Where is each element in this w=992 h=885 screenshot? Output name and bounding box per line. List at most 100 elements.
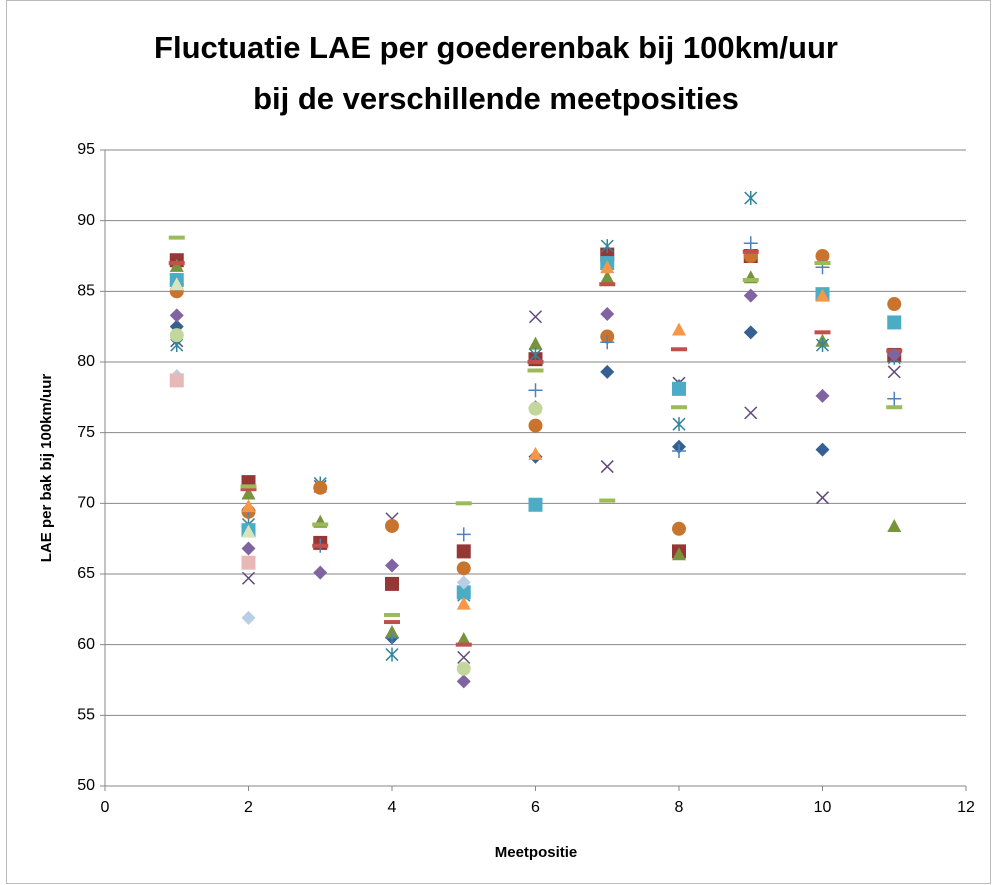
plus-marker — [672, 444, 686, 459]
y-tick-label: 70 — [77, 495, 95, 512]
star-marker — [528, 347, 543, 362]
diamond-marker — [456, 575, 471, 590]
square-marker — [169, 373, 184, 388]
dash-marker — [814, 330, 831, 335]
triangle-marker — [241, 486, 256, 500]
dash-marker — [384, 620, 400, 625]
dash-marker — [671, 347, 687, 352]
square-marker — [385, 576, 399, 591]
diamond-marker — [815, 442, 830, 457]
triangle-marker — [169, 277, 184, 291]
dash-marker — [168, 261, 185, 266]
plus-marker — [528, 383, 543, 398]
diamond-marker — [887, 347, 902, 362]
triangle-marker — [600, 260, 615, 274]
dash-marker — [886, 405, 903, 410]
triangle-marker — [600, 270, 615, 284]
circle-marker — [169, 328, 184, 343]
dash-marker — [742, 278, 759, 283]
diamond-marker — [815, 388, 830, 403]
dash-marker — [384, 612, 400, 617]
triangle-marker — [241, 524, 256, 538]
triangle-marker — [887, 518, 902, 532]
x-marker — [600, 460, 614, 474]
diamond-marker — [169, 308, 184, 323]
star-marker — [744, 191, 758, 206]
triangle-marker — [528, 446, 543, 460]
triangle-marker — [815, 288, 830, 302]
square-marker — [456, 585, 471, 600]
y-tick-label: 85 — [77, 283, 95, 300]
dash-marker — [527, 360, 544, 364]
dash-marker — [240, 484, 257, 489]
diamond-marker — [313, 565, 328, 580]
triangle-marker — [528, 336, 543, 350]
plus-marker — [887, 391, 902, 406]
dash-marker — [814, 261, 831, 266]
x-tick-label: 8 — [675, 799, 684, 816]
y-tick-label: 90 — [77, 212, 95, 229]
star-marker — [672, 417, 686, 432]
dash-marker — [312, 543, 329, 548]
y-axis-title: LAE per bak bij 100km/uur — [38, 374, 55, 563]
square-marker — [456, 544, 471, 559]
circle-marker — [313, 480, 328, 495]
circle-marker — [815, 249, 830, 263]
circle-marker — [456, 561, 471, 576]
circle-marker — [528, 401, 543, 416]
y-tick-label: 60 — [77, 636, 95, 653]
x-marker — [887, 365, 901, 379]
square-marker — [672, 381, 686, 396]
x-marker — [528, 310, 543, 324]
y-tick-label: 55 — [77, 707, 95, 724]
dash-marker — [742, 249, 759, 254]
diamond-marker — [385, 558, 399, 573]
plus-marker — [456, 527, 471, 542]
circle-marker — [456, 661, 471, 676]
circle-marker — [672, 521, 686, 536]
x-tick-label: 6 — [531, 799, 540, 816]
dash-marker — [599, 282, 616, 287]
triangle-marker — [241, 499, 256, 513]
diamond-marker — [241, 541, 256, 556]
x-tick-label: 2 — [244, 799, 253, 816]
square-marker — [887, 315, 902, 330]
triangle-marker — [456, 632, 471, 646]
diamond-marker — [743, 288, 758, 303]
y-tick-label: 95 — [77, 141, 95, 158]
chart-title: bij de verschillende meetposities — [253, 81, 739, 116]
triangle-marker — [672, 547, 686, 561]
diamond-marker — [456, 674, 471, 689]
x-marker — [457, 650, 471, 664]
diamond-marker — [241, 610, 256, 625]
y-tick-label: 65 — [77, 565, 95, 582]
x-tick-label: 10 — [814, 799, 832, 816]
plus-marker — [385, 630, 399, 645]
star-marker — [815, 338, 830, 353]
chart-frame — [6, 0, 991, 884]
y-tick-label: 75 — [77, 424, 95, 441]
square-marker — [241, 555, 256, 570]
x-tick-label: 12 — [957, 799, 975, 816]
circle-marker — [887, 297, 902, 312]
diamond-marker — [600, 364, 615, 379]
dash-marker — [527, 368, 544, 373]
triangle-marker — [672, 322, 686, 336]
x-marker — [815, 491, 830, 505]
x-marker — [744, 406, 758, 420]
dash-marker — [312, 522, 329, 527]
y-tick-label: 80 — [77, 353, 95, 370]
square-marker — [528, 497, 543, 512]
dash-marker — [168, 235, 185, 240]
y-tick-label: 50 — [77, 777, 95, 794]
triangle-marker — [456, 596, 471, 610]
dash-marker — [240, 487, 257, 492]
circle-marker — [528, 418, 543, 433]
x-axis-title: Meetpositie — [495, 844, 578, 861]
circle-marker — [385, 518, 399, 533]
dash-marker — [599, 498, 616, 503]
star-marker — [600, 239, 614, 254]
star-marker — [385, 647, 399, 662]
plus-marker — [600, 335, 615, 350]
